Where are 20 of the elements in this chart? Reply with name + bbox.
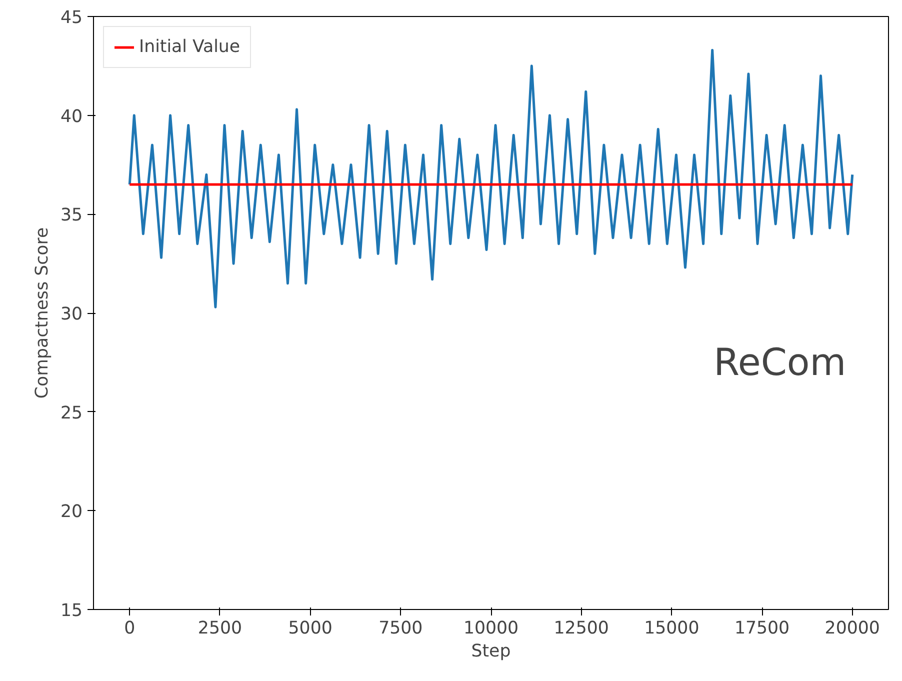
x-tick-label: 10000 xyxy=(463,618,519,638)
x-tick-label: 5000 xyxy=(288,618,332,638)
legend-label: Initial Value xyxy=(139,37,240,57)
y-tick-label: 40 xyxy=(60,106,83,127)
y-tick-label: 15 xyxy=(60,601,83,621)
x-tick-label: 7500 xyxy=(378,618,423,638)
y-tick-label: 20 xyxy=(60,502,83,522)
y-tick-label: 45 xyxy=(60,8,83,28)
y-tick-label: 35 xyxy=(60,206,83,226)
annotation: ReCom xyxy=(714,340,846,384)
x-tick-label: 20000 xyxy=(824,618,880,638)
y-axis-title: Compactness Score xyxy=(32,227,52,399)
x-tick-label: 2500 xyxy=(198,618,242,638)
y-tick-label: 30 xyxy=(60,304,83,324)
y-tick-label: 25 xyxy=(60,403,83,424)
x-tick-label: 0 xyxy=(124,618,136,638)
x-tick-label: 15000 xyxy=(644,618,700,638)
x-tick-label: 17500 xyxy=(734,618,790,638)
x-axis-title: Step xyxy=(471,642,511,662)
x-tick-label: 12500 xyxy=(554,618,609,638)
